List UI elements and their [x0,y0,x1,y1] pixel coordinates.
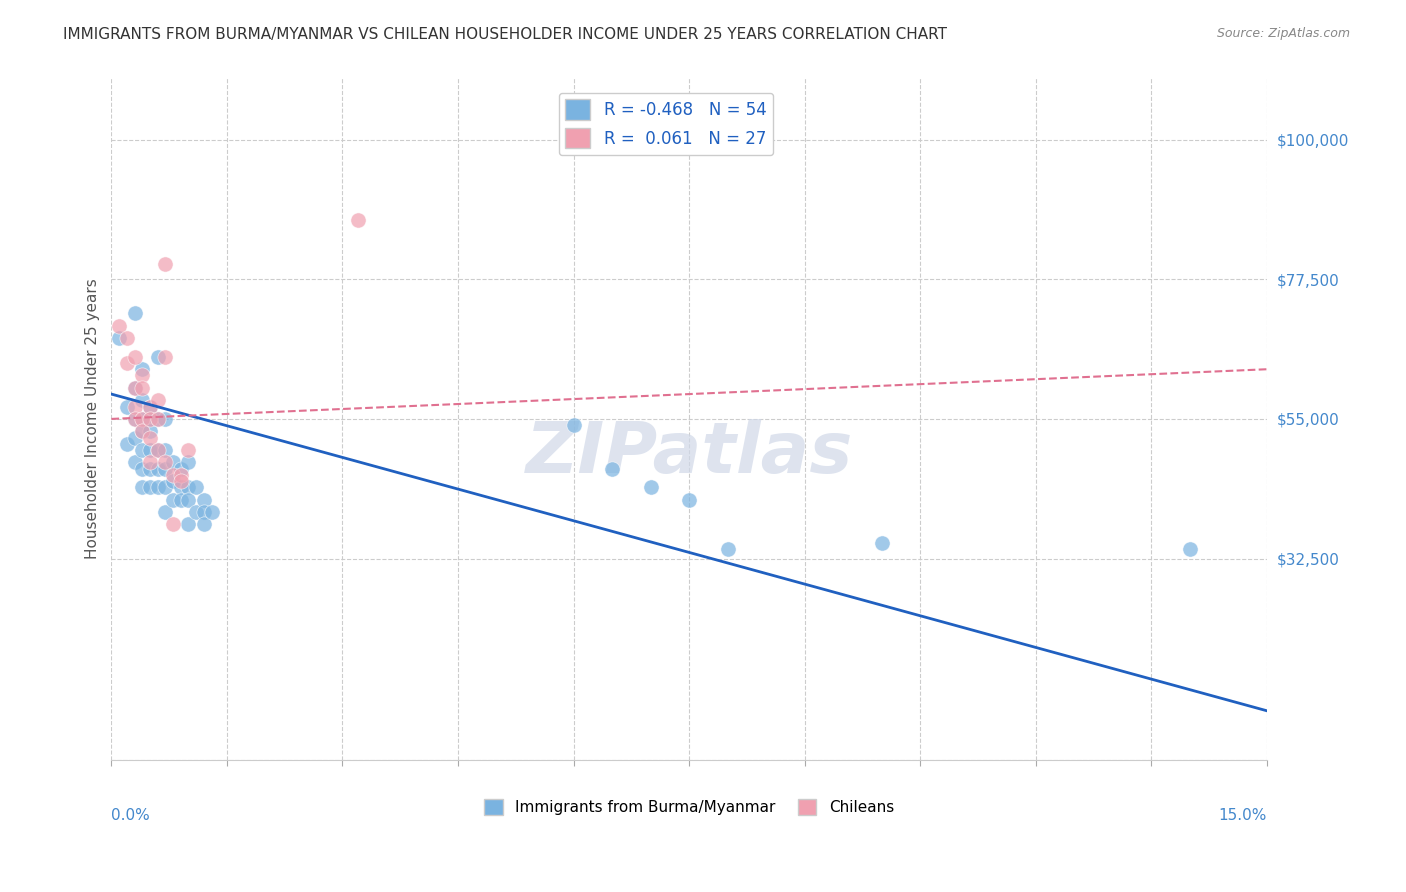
Point [870,536,893,550]
Legend: Immigrants from Burma/Myanmar, Chileans: Immigrants from Burma/Myanmar, Chileans [478,793,900,821]
Point [177,480,200,494]
Point [155,455,177,469]
Point [562,418,585,433]
Point [124,381,146,395]
Point [108,331,131,345]
Point [184,480,207,494]
Point [600,461,623,475]
Point [124,350,146,364]
Point [115,436,138,450]
Point [115,331,138,345]
Point [162,492,184,507]
Point [124,412,146,426]
Text: 15.0%: 15.0% [1219,808,1267,823]
Point [115,356,138,370]
Point [139,400,162,414]
Point [184,505,207,519]
Point [131,412,153,426]
Point [131,412,153,426]
Point [193,517,215,532]
Point [155,412,177,426]
Point [155,442,177,457]
Y-axis label: Householder Income Under 25 years: Householder Income Under 25 years [86,278,100,559]
Point [162,467,184,482]
Point [146,412,169,426]
Point [131,480,153,494]
Point [124,381,146,395]
Point [155,257,177,271]
Point [131,393,153,408]
Point [177,442,200,457]
Point [177,455,200,469]
Point [139,455,162,469]
Point [177,492,200,507]
Point [678,492,700,507]
Point [162,455,184,469]
Point [170,467,193,482]
Point [640,480,662,494]
Text: ZIPatlas: ZIPatlas [526,418,853,488]
Point [146,480,169,494]
Point [131,362,153,376]
Point [193,505,215,519]
Point [124,412,146,426]
Point [200,505,222,519]
Point [139,412,162,426]
Point [139,425,162,439]
Point [108,318,131,333]
Point [146,461,169,475]
Point [139,461,162,475]
Point [347,213,370,227]
Point [716,542,738,557]
Point [139,400,162,414]
Point [146,442,169,457]
Point [146,393,169,408]
Point [1178,542,1201,557]
Text: Source: ZipAtlas.com: Source: ZipAtlas.com [1216,27,1350,40]
Point [193,492,215,507]
Point [139,480,162,494]
Text: 0.0%: 0.0% [111,808,150,823]
Point [162,517,184,532]
Point [146,412,169,426]
Point [146,442,169,457]
Point [170,480,193,494]
Point [124,400,146,414]
Point [131,442,153,457]
Point [124,431,146,445]
Point [146,350,169,364]
Point [162,474,184,488]
Point [131,425,153,439]
Point [155,461,177,475]
Point [155,480,177,494]
Point [155,350,177,364]
Point [131,381,153,395]
Point [131,461,153,475]
Point [139,412,162,426]
Point [170,492,193,507]
Point [177,517,200,532]
Point [170,474,193,488]
Text: IMMIGRANTS FROM BURMA/MYANMAR VS CHILEAN HOUSEHOLDER INCOME UNDER 25 YEARS CORRE: IMMIGRANTS FROM BURMA/MYANMAR VS CHILEAN… [63,27,948,42]
Point [155,505,177,519]
Point [115,400,138,414]
Point [131,425,153,439]
Point [139,431,162,445]
Point [124,455,146,469]
Point [170,461,193,475]
Point [124,306,146,320]
Point [139,442,162,457]
Point [131,368,153,383]
